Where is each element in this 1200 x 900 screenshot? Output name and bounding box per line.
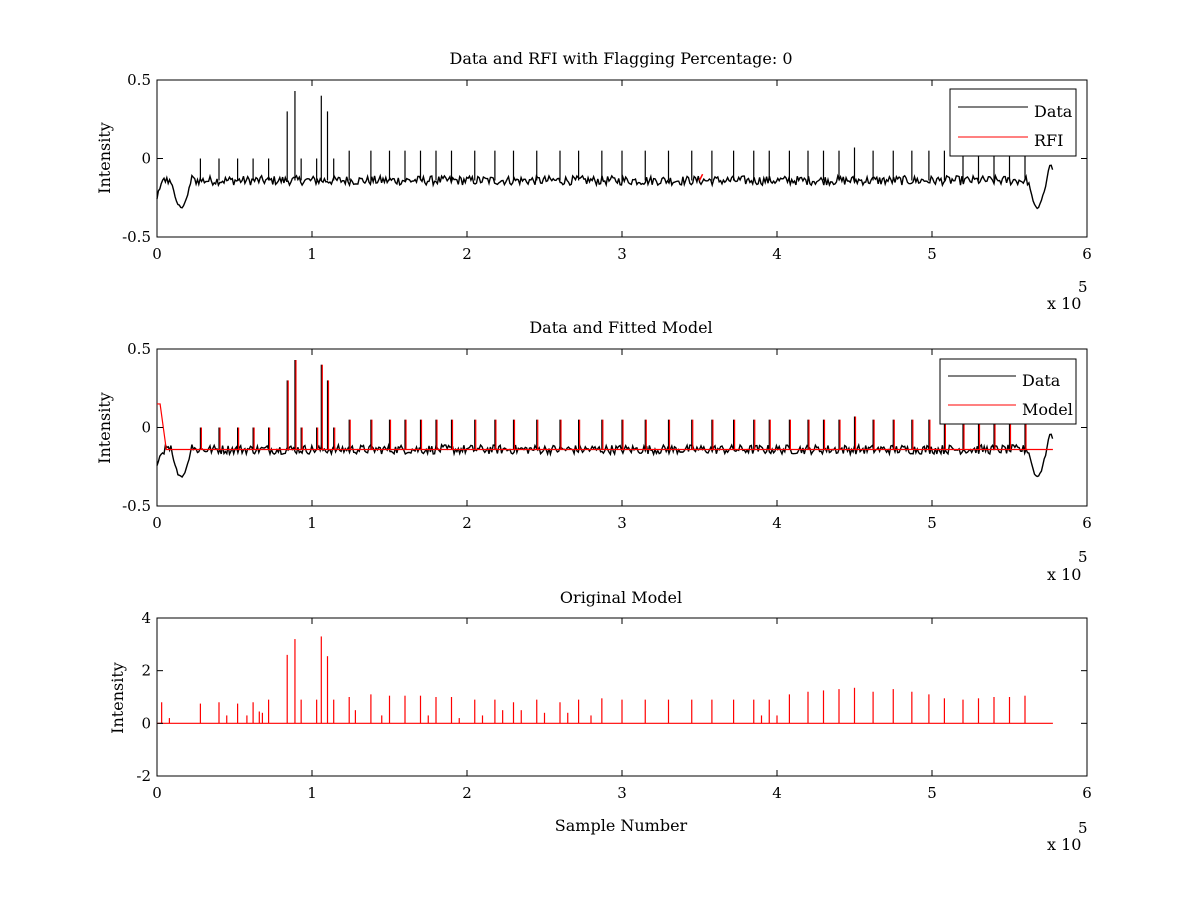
- x-tick-label: 2: [462, 514, 472, 532]
- y-tick-label: -2: [136, 767, 151, 785]
- x-tick-label: 1: [307, 514, 317, 532]
- y-tick-label: 0: [141, 714, 151, 732]
- y-tick-label: 2: [141, 662, 151, 680]
- x-axis-label: Sample Number: [555, 816, 688, 835]
- x-exponent-label: x 10: [1047, 294, 1081, 313]
- x-tick-label: 4: [772, 784, 782, 802]
- y-tick-label: 0.5: [127, 71, 151, 89]
- panel-data-rfi: Data and RFI with Flagging Percentage: 0…: [95, 49, 1092, 313]
- legend: Data Model: [939, 358, 1077, 425]
- x-exponent-power: 5: [1078, 548, 1088, 566]
- panel-title: Data and RFI with Flagging Percentage: 0: [449, 49, 792, 68]
- y-tick-label: 0.5: [127, 340, 151, 358]
- x-tick-label: 0: [152, 514, 162, 532]
- axis-ticks: 0 1 2 3 4 5 6-0.500.5: [122, 71, 1092, 263]
- plot-marks: [156, 359, 1054, 478]
- y-axis-label: Intensity: [108, 662, 127, 734]
- x-tick-label: 0: [152, 784, 162, 802]
- x-tick-label: 2: [462, 784, 472, 802]
- series-rfi-line: [698, 173, 704, 181]
- plot-area: [156, 617, 1088, 777]
- legend-entry-rfi: RFI: [1034, 131, 1063, 150]
- y-tick-label: -0.5: [122, 497, 151, 515]
- x-tick-label: 1: [307, 784, 317, 802]
- panel-data-model: Data and Fitted Model 0 1 2 3 4 5 6-0.500.5 In…: [95, 318, 1092, 584]
- x-exponent-power: 5: [1078, 819, 1088, 837]
- x-tick-label: 5: [927, 245, 937, 263]
- plot-marks: [156, 90, 1054, 210]
- x-tick-label: 3: [617, 784, 627, 802]
- x-tick-label: 3: [617, 245, 627, 263]
- y-tick-label: 4: [141, 609, 151, 627]
- legend-entry-data: Data: [1022, 371, 1061, 390]
- x-tick-label: 1: [307, 245, 317, 263]
- x-tick-label: 6: [1082, 784, 1092, 802]
- y-tick-label: 0: [141, 150, 151, 168]
- axis-ticks: 0 1 2 3 4 5 6-0.500.5: [122, 340, 1092, 532]
- plot-marks: [157, 636, 1053, 724]
- x-tick-label: 6: [1082, 514, 1092, 532]
- x-tick-label: 2: [462, 245, 472, 263]
- x-tick-label: 3: [617, 514, 627, 532]
- x-tick-label: 4: [772, 514, 782, 532]
- panel-title: Data and Fitted Model: [529, 318, 712, 337]
- series-model-line: [157, 403, 1053, 451]
- panel-title: Original Model: [560, 588, 682, 607]
- x-tick-label: 5: [927, 784, 937, 802]
- x-tick-label: 4: [772, 245, 782, 263]
- y-tick-label: 0: [141, 419, 151, 437]
- y-axis-label: Intensity: [95, 392, 114, 464]
- legend-box: [939, 358, 1077, 425]
- legend-box: [949, 88, 1077, 157]
- x-tick-label: 0: [152, 245, 162, 263]
- series-data-line: [156, 164, 1054, 210]
- y-axis-label: Intensity: [95, 122, 114, 194]
- legend-entry-model: Model: [1022, 400, 1073, 419]
- x-exponent-label: x 10: [1047, 565, 1081, 584]
- x-exponent-label: x 10: [1047, 835, 1081, 854]
- legend-entry-data: Data: [1034, 102, 1073, 121]
- x-tick-label: 5: [927, 514, 937, 532]
- legend: Data RFI: [949, 88, 1077, 157]
- series-data-line: [156, 433, 1054, 478]
- x-exponent-power: 5: [1078, 278, 1088, 296]
- x-tick-label: 6: [1082, 245, 1092, 263]
- y-tick-label: -0.5: [122, 228, 151, 246]
